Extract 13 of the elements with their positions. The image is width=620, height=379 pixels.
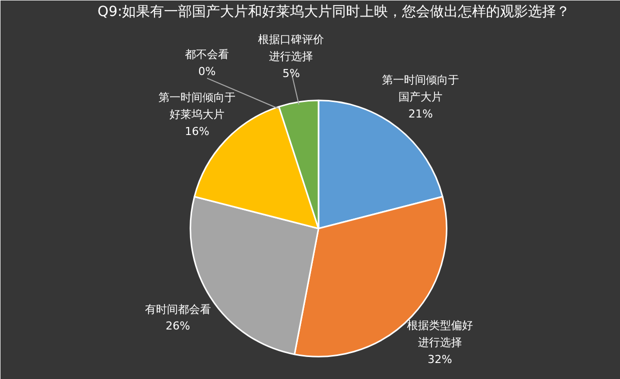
data-label: 21% [408,107,433,120]
data-label: 16% [184,124,210,138]
category-label: 都不会看 [185,48,230,61]
slice-label: 第一时间倾向于好莱坞大片 [158,91,236,122]
data-label: 32% [428,352,452,366]
slice-label: 根据口碑评价进行选择 [258,33,324,63]
data-label: 26% [166,320,190,333]
slice-label: 根据类型偏好进行选择 [406,319,473,349]
slice-label: 有时间都会看 [144,302,211,316]
text: 0% [198,64,216,78]
chart-title: Q9:如果有一部国产大片和好莱坞大片同时上映，您会做出怎样的观影选择？ [98,4,570,20]
data-label: 5% [282,66,300,80]
slice-label: 第一时间倾向于国产大片 [382,74,460,104]
